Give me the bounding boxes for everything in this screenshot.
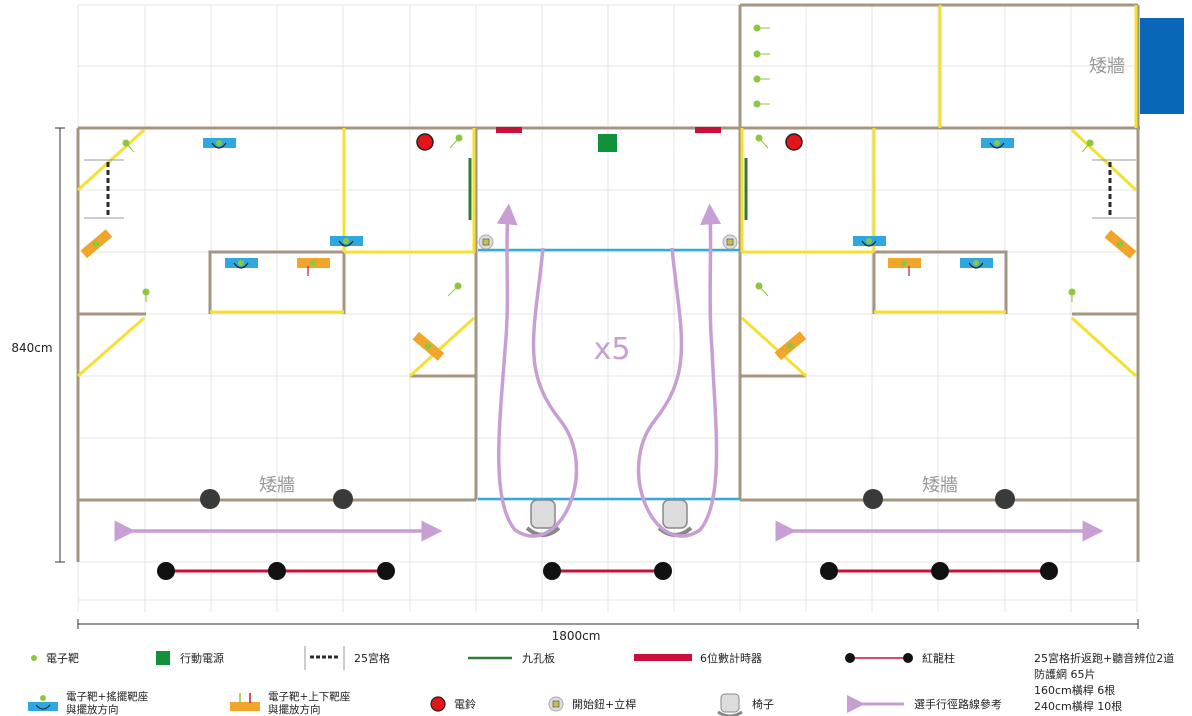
updown-target-base bbox=[297, 258, 330, 276]
yellow-divider-lines bbox=[76, 5, 1138, 378]
updown-target-base bbox=[80, 229, 113, 259]
bell bbox=[416, 133, 434, 151]
timer bbox=[496, 127, 522, 133]
updown-target-base bbox=[1104, 229, 1137, 259]
legend-electronic-target: 電子靶 bbox=[46, 652, 79, 665]
note-line: 25宮格折返跑+聽音辨位2道 bbox=[1034, 651, 1174, 665]
height-dimension bbox=[55, 127, 65, 563]
red-rope-posts bbox=[157, 562, 1058, 580]
legend-player-route: 選手行徑路線參考 bbox=[914, 697, 1002, 711]
mobile-power bbox=[598, 134, 617, 152]
updown-target-base bbox=[888, 258, 921, 276]
legend-bell: 電鈴 bbox=[454, 697, 476, 711]
legend-start-button: 開始鈕+立桿 bbox=[572, 697, 636, 711]
legend-chair: 椅子 bbox=[752, 697, 774, 711]
legend-timer-icon bbox=[634, 654, 692, 661]
grid-25-right bbox=[1092, 159, 1136, 219]
legend-red-rope-post: 紅龍柱 bbox=[922, 651, 955, 665]
note-line: 160cm橫桿 6根 bbox=[1034, 683, 1115, 697]
legend-swing-line2: 與擺放方向 bbox=[66, 703, 119, 716]
legend-updown-line1: 電子靶+上下靶座 bbox=[268, 690, 350, 703]
height-label: 840cm bbox=[11, 341, 52, 355]
swing-target-base bbox=[960, 258, 993, 269]
background-grid bbox=[77, 4, 1138, 612]
low-wall-label-left: 矮牆 bbox=[259, 475, 295, 496]
player-route bbox=[114, 203, 1104, 542]
swing-target-base bbox=[225, 258, 258, 269]
legend-start-icon bbox=[548, 696, 564, 712]
swing-target-base bbox=[981, 138, 1014, 149]
width-dimension bbox=[77, 619, 1139, 629]
legend-updown-icon bbox=[230, 693, 260, 711]
notes: 25宮格折返跑+聽音辨位2道 防護網 65片 160cm橫桿 6根 240cm橫… bbox=[1034, 651, 1174, 713]
legend-mobile-power: 行動電源 bbox=[180, 651, 224, 665]
walls bbox=[76, 3, 1140, 562]
legend-nine-hole-board: 九孔板 bbox=[522, 651, 555, 665]
repeat-label: x5 bbox=[594, 332, 631, 367]
blue-block bbox=[1140, 18, 1184, 114]
width-label: 1800cm bbox=[552, 629, 601, 643]
start-button bbox=[478, 234, 494, 250]
legend-chair-icon bbox=[717, 693, 743, 716]
swing-target-base bbox=[330, 236, 363, 247]
legend-rope-icon bbox=[845, 653, 913, 663]
bell bbox=[785, 133, 803, 151]
legend: 電子靶 行動電源 25宮格 九孔板 6位數計時器 紅龍柱 電子靶+搖擺靶座 與擺… bbox=[28, 646, 1002, 716]
wall-posts bbox=[200, 489, 1015, 509]
legend-swing-icon bbox=[28, 695, 58, 711]
start-button bbox=[722, 234, 738, 250]
legend-grid25-icon bbox=[304, 646, 345, 670]
chair bbox=[525, 499, 561, 537]
timer bbox=[695, 127, 721, 133]
electronic-targets bbox=[122, 24, 1094, 302]
note-line: 防護網 65片 bbox=[1034, 667, 1096, 681]
low-wall-label-right: 矮牆 bbox=[922, 475, 958, 496]
legend-power-icon bbox=[156, 651, 170, 665]
blue-start-lines bbox=[478, 248, 740, 501]
updown-target-base bbox=[412, 331, 445, 361]
legend-target-icon bbox=[31, 655, 37, 661]
swing-target-base bbox=[203, 138, 236, 149]
legend-updown-line2: 與擺放方向 bbox=[268, 703, 321, 716]
low-wall-label-top: 矮牆 bbox=[1089, 56, 1125, 77]
note-line: 240cm橫桿 10根 bbox=[1034, 699, 1122, 713]
legend-swing-line1: 電子靶+搖擺靶座 bbox=[66, 690, 148, 703]
swing-target-base bbox=[853, 236, 886, 247]
legend-timer: 6位數計時器 bbox=[700, 651, 762, 665]
grid-25-left bbox=[84, 159, 124, 219]
legend-bell-icon bbox=[430, 696, 446, 712]
updown-target-base bbox=[774, 331, 807, 361]
legend-grid-25: 25宮格 bbox=[354, 651, 390, 665]
